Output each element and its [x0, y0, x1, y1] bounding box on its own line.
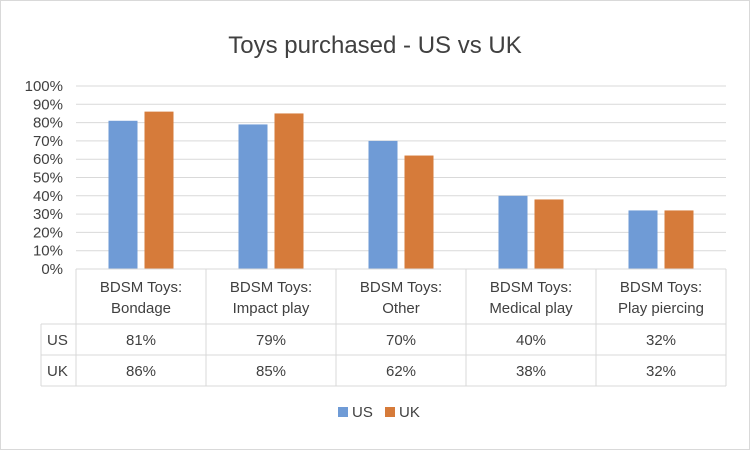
- bar-uk-0: [144, 111, 174, 270]
- y-tick-label: 100%: [25, 78, 63, 95]
- y-axis: 0%10% 20%30%40%50% 60%70%80% 90%100%: [25, 78, 63, 278]
- table-cell: 32%: [646, 363, 676, 380]
- y-tick-label: 90%: [33, 96, 63, 113]
- bar-uk-1: [274, 113, 304, 269]
- table-cell: 79%: [256, 332, 286, 349]
- bar-us-0: [108, 120, 138, 270]
- table-cell: 40%: [516, 332, 546, 349]
- category-label: BDSM Toys:: [230, 279, 312, 296]
- data-table: BDSM Toys: Bondage BDSM Toys: Impact play BD…: [40, 268, 727, 387]
- y-tick-label: 70%: [33, 133, 63, 150]
- bar-us-4: [628, 210, 658, 269]
- legend-swatch-us: [338, 407, 348, 417]
- bar-us-3: [498, 195, 528, 269]
- category-label: Medical play: [489, 300, 573, 317]
- gridlines: [76, 85, 726, 252]
- bar-us-2: [368, 140, 398, 269]
- y-tick-label: 20%: [33, 224, 63, 241]
- chart-title: Toys purchased - US vs UK: [228, 32, 521, 59]
- table-cell: 85%: [256, 363, 286, 380]
- y-tick-label: 40%: [33, 188, 63, 205]
- table-cell: 81%: [126, 332, 156, 349]
- y-tick-label: 50%: [33, 170, 63, 187]
- category-label: Bondage: [111, 300, 171, 317]
- y-tick-label: 80%: [33, 115, 63, 132]
- category-label: Play piercing: [618, 300, 704, 317]
- category-label: BDSM Toys:: [620, 279, 702, 296]
- bars: [108, 111, 694, 270]
- table-row-header: US: [47, 332, 68, 349]
- table-cell: 86%: [126, 363, 156, 380]
- category-label: BDSM Toys:: [490, 279, 572, 296]
- legend: US UK: [338, 404, 420, 421]
- y-tick-label: 10%: [33, 243, 63, 260]
- category-label: BDSM Toys:: [100, 279, 182, 296]
- legend-swatch-uk: [385, 407, 395, 417]
- table-cell: 38%: [516, 363, 546, 380]
- y-tick-label: 30%: [33, 206, 63, 223]
- category-label: Other: [382, 300, 420, 317]
- legend-label-us: US: [352, 404, 373, 421]
- y-tick-label: 60%: [33, 151, 63, 168]
- table-cell: 70%: [386, 332, 416, 349]
- legend-label-uk: UK: [399, 404, 420, 421]
- bar-us-1: [238, 124, 268, 270]
- table-cell: 62%: [386, 363, 416, 380]
- bar-uk-4: [664, 210, 694, 269]
- table-cell: 32%: [646, 332, 676, 349]
- table-row-header: UK: [47, 363, 68, 380]
- category-label: Impact play: [233, 300, 310, 317]
- y-tick-label: 0%: [41, 261, 63, 278]
- bar-uk-3: [534, 199, 564, 269]
- category-label: BDSM Toys:: [360, 279, 442, 296]
- bar-uk-2: [404, 155, 434, 269]
